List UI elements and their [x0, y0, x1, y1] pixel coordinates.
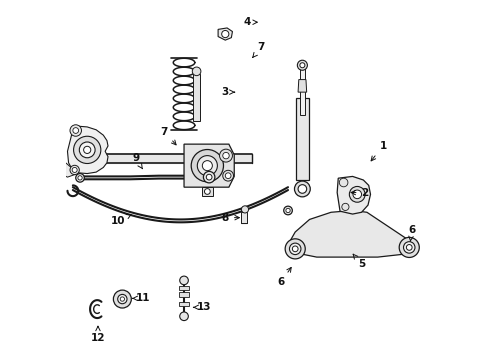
Circle shape [290, 243, 301, 255]
Circle shape [180, 276, 188, 285]
Text: 2: 2 [351, 188, 369, 198]
Text: 9: 9 [132, 153, 143, 169]
Circle shape [220, 149, 232, 162]
Circle shape [339, 178, 348, 187]
Circle shape [84, 146, 91, 153]
Text: 7: 7 [161, 127, 176, 145]
Circle shape [204, 189, 210, 194]
Circle shape [225, 173, 231, 179]
Circle shape [180, 312, 188, 320]
Polygon shape [184, 144, 234, 187]
Circle shape [293, 246, 298, 252]
Text: 8: 8 [221, 213, 239, 222]
Circle shape [300, 63, 305, 68]
Circle shape [221, 31, 229, 38]
Circle shape [202, 161, 212, 171]
Circle shape [206, 174, 212, 180]
Circle shape [294, 181, 310, 197]
Polygon shape [202, 187, 213, 196]
Bar [179, 292, 189, 297]
Text: 11: 11 [133, 293, 150, 303]
Text: 6: 6 [408, 225, 416, 241]
Circle shape [399, 237, 419, 257]
Circle shape [113, 290, 131, 308]
Circle shape [349, 186, 365, 202]
Circle shape [203, 171, 215, 183]
Text: 12: 12 [91, 326, 105, 343]
Bar [193, 74, 200, 121]
Circle shape [406, 244, 412, 250]
Text: 4: 4 [243, 17, 257, 27]
Circle shape [192, 67, 201, 76]
Text: 1: 1 [371, 141, 387, 161]
Circle shape [191, 149, 223, 182]
Text: 13: 13 [194, 302, 211, 312]
Polygon shape [337, 176, 370, 214]
Circle shape [118, 294, 127, 304]
Circle shape [76, 174, 84, 182]
Circle shape [120, 297, 124, 301]
Bar [179, 286, 189, 291]
Circle shape [223, 152, 229, 159]
Circle shape [73, 128, 78, 134]
Polygon shape [218, 28, 232, 40]
Bar [179, 302, 189, 306]
Circle shape [74, 136, 101, 163]
Polygon shape [68, 126, 108, 174]
Bar [296, 98, 309, 180]
Polygon shape [288, 211, 410, 257]
Circle shape [353, 190, 362, 199]
Circle shape [70, 165, 79, 175]
Circle shape [242, 206, 248, 213]
Circle shape [297, 60, 307, 70]
Circle shape [223, 170, 234, 181]
Circle shape [285, 239, 305, 259]
Circle shape [403, 242, 415, 253]
Circle shape [197, 156, 218, 176]
Text: 3: 3 [221, 87, 235, 97]
Circle shape [70, 125, 81, 136]
Circle shape [286, 208, 290, 213]
Circle shape [298, 185, 307, 193]
Circle shape [79, 142, 95, 158]
Bar [299, 65, 305, 116]
Polygon shape [298, 80, 307, 92]
Text: 10: 10 [110, 215, 131, 226]
Circle shape [78, 176, 82, 180]
Text: 6: 6 [277, 267, 291, 287]
Bar [241, 212, 247, 223]
Text: 5: 5 [353, 254, 365, 269]
Circle shape [284, 206, 293, 215]
Circle shape [342, 203, 349, 211]
Polygon shape [62, 163, 76, 177]
Circle shape [72, 167, 77, 172]
Text: 7: 7 [253, 42, 265, 58]
